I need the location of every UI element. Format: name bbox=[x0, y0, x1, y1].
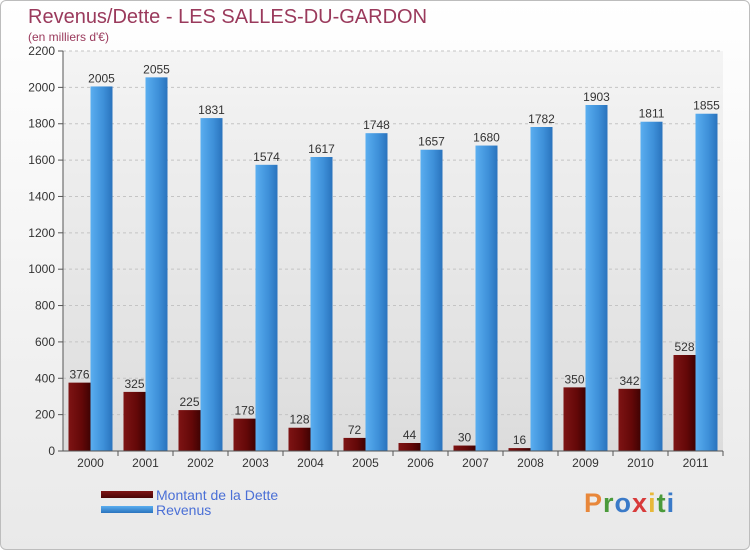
bar-debt bbox=[233, 418, 256, 451]
bar-revenus bbox=[530, 127, 553, 451]
x-tick-label: 2001 bbox=[132, 456, 159, 470]
data-label-debt: 325 bbox=[124, 377, 144, 391]
x-tick-label: 2009 bbox=[572, 456, 599, 470]
data-label-debt: 178 bbox=[234, 404, 254, 418]
bar-debt bbox=[673, 355, 696, 451]
data-label-revenus: 1657 bbox=[418, 135, 445, 149]
x-tick-label: 2002 bbox=[187, 456, 214, 470]
x-tick-label: 2008 bbox=[517, 456, 544, 470]
logo-letter: i bbox=[648, 488, 657, 518]
bar-debt bbox=[68, 382, 91, 451]
y-tick-label: 200 bbox=[35, 408, 55, 422]
data-label-revenus: 1855 bbox=[693, 99, 720, 113]
chart-subtitle: (en milliers d'€) bbox=[28, 30, 109, 44]
data-label-debt: 225 bbox=[179, 395, 199, 409]
y-tick-label: 600 bbox=[35, 335, 55, 349]
data-label-debt: 16 bbox=[513, 433, 527, 447]
x-tick-label: 2005 bbox=[352, 456, 379, 470]
y-tick-label: 400 bbox=[35, 371, 55, 385]
data-label-revenus: 2005 bbox=[88, 71, 115, 85]
data-label-revenus: 1617 bbox=[308, 142, 335, 156]
bar-revenus bbox=[640, 121, 663, 452]
data-label-revenus: 1782 bbox=[528, 112, 555, 126]
bar-debt bbox=[343, 437, 366, 451]
bar-revenus bbox=[475, 145, 498, 451]
proxiti-logo: Proxiti bbox=[584, 488, 675, 519]
y-tick-label: 1800 bbox=[28, 117, 55, 131]
x-tick-label: 2011 bbox=[683, 456, 709, 470]
legend-label-revenus: Revenus bbox=[156, 501, 212, 518]
legend-item-debt: Montant de la Dette bbox=[101, 486, 279, 503]
bar-debt bbox=[123, 391, 146, 451]
logo-letter: t bbox=[656, 488, 667, 518]
logo-letter: x bbox=[632, 488, 649, 518]
legend-swatch-debt bbox=[101, 491, 153, 498]
bar-debt bbox=[508, 448, 531, 451]
legend-item-revenus: Revenus bbox=[101, 501, 278, 518]
data-label-debt: 44 bbox=[403, 428, 417, 442]
data-label-debt: 376 bbox=[69, 368, 89, 382]
bar-debt bbox=[398, 443, 421, 451]
data-label-revenus: 1574 bbox=[253, 150, 280, 164]
bar-revenus bbox=[420, 149, 443, 451]
y-tick-label: 2200 bbox=[28, 44, 55, 58]
y-tick-label: 800 bbox=[35, 299, 55, 313]
logo-letter: i bbox=[666, 488, 676, 518]
data-label-debt: 30 bbox=[458, 431, 472, 445]
data-label-debt: 72 bbox=[348, 423, 362, 437]
y-tick-label: 2000 bbox=[28, 80, 55, 94]
legend-label-debt: Montant de la Dette bbox=[156, 486, 279, 503]
x-tick-label: 2007 bbox=[462, 456, 489, 470]
bar-revenus bbox=[145, 77, 168, 451]
bar-revenus bbox=[90, 86, 113, 452]
logo-letter: r bbox=[603, 488, 615, 518]
data-label-revenus: 1680 bbox=[473, 131, 500, 145]
x-tick-label: 2000 bbox=[77, 456, 104, 470]
logo-letter: P bbox=[584, 488, 604, 518]
data-label-revenus: 1811 bbox=[639, 107, 665, 121]
bar-debt bbox=[618, 388, 641, 451]
bar-revenus bbox=[365, 133, 388, 451]
bar-debt bbox=[178, 410, 201, 451]
y-tick-label: 1000 bbox=[28, 262, 55, 276]
logo-letter: o bbox=[614, 488, 633, 518]
data-label-debt: 128 bbox=[289, 413, 309, 427]
data-label-revenus: 1903 bbox=[583, 90, 610, 104]
y-tick-label: 1200 bbox=[28, 226, 55, 240]
x-tick-label: 2004 bbox=[297, 456, 324, 470]
y-tick-label: 0 bbox=[48, 444, 55, 458]
x-tick-label: 2006 bbox=[407, 456, 434, 470]
y-tick-label: 1400 bbox=[28, 189, 55, 203]
chart-legend: Montant de la Dette Revenus bbox=[101, 486, 279, 518]
bar-debt bbox=[288, 427, 311, 451]
chart-title: Revenus/Dette - LES SALLES-DU-GARDON bbox=[28, 6, 428, 28]
bar-revenus bbox=[585, 105, 608, 451]
y-tick-label: 1600 bbox=[28, 153, 55, 167]
data-label-revenus: 1831 bbox=[198, 103, 225, 117]
x-tick-label: 2010 bbox=[627, 456, 654, 470]
bar-revenus bbox=[695, 113, 718, 452]
legend-swatch-revenus bbox=[101, 506, 153, 513]
data-label-debt: 528 bbox=[674, 340, 694, 354]
bar-debt bbox=[453, 445, 476, 451]
x-tick-label: 2003 bbox=[242, 456, 269, 470]
bar-revenus bbox=[200, 118, 223, 451]
data-label-debt: 350 bbox=[564, 372, 584, 386]
bar-revenus bbox=[255, 164, 278, 451]
data-label-revenus: 1748 bbox=[363, 118, 390, 132]
data-label-revenus: 2055 bbox=[143, 62, 170, 76]
bar-revenus bbox=[310, 157, 333, 451]
plot-area bbox=[63, 51, 723, 451]
data-label-debt: 342 bbox=[619, 374, 639, 388]
bar-debt bbox=[563, 387, 586, 451]
